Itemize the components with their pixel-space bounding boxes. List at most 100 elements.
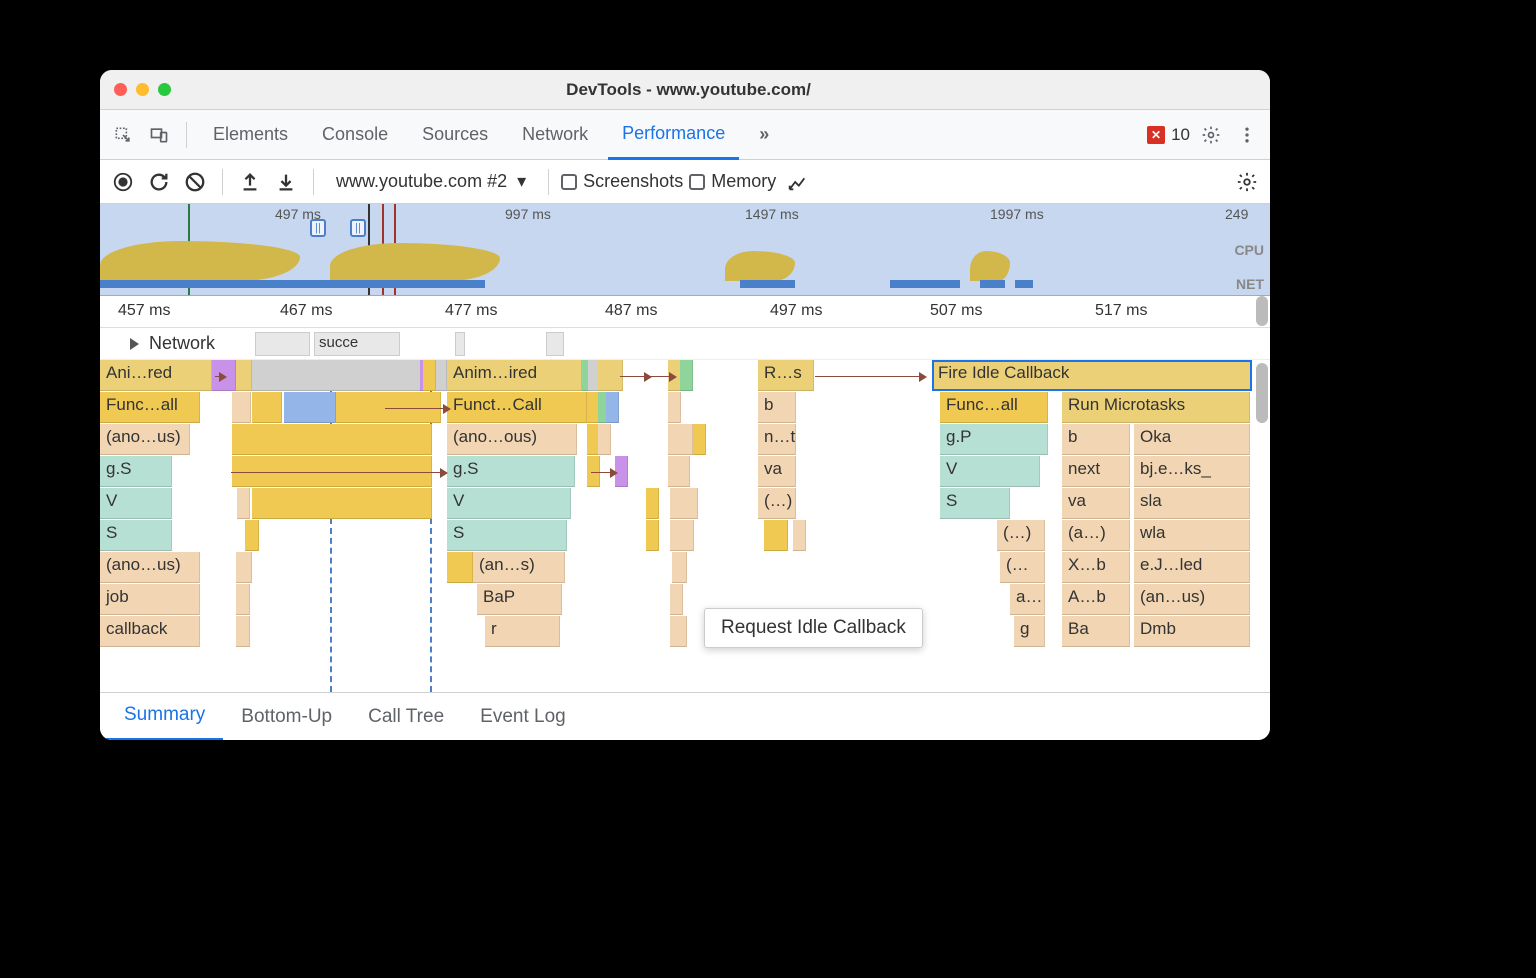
flame-block[interactable] — [237, 488, 250, 519]
memory-checkbox[interactable]: Memory — [689, 171, 776, 192]
network-request[interactable]: succe — [314, 332, 400, 356]
flame-chart[interactable]: Ani…redAnim…iredR…sFire Idle CallbackFun… — [100, 360, 1270, 692]
flame-block[interactable]: Funct…Call — [447, 392, 587, 423]
flame-block[interactable]: Oka — [1134, 424, 1250, 455]
flame-block[interactable] — [670, 584, 683, 615]
upload-icon[interactable] — [235, 167, 265, 197]
flame-block[interactable] — [236, 616, 250, 647]
selection-handle[interactable]: || — [310, 219, 326, 237]
flame-block[interactable] — [668, 456, 690, 487]
flame-block[interactable]: bj.e…ks_ — [1134, 456, 1250, 487]
flame-block[interactable]: g.P — [940, 424, 1048, 455]
flame-block[interactable] — [252, 392, 282, 423]
flame-block[interactable]: (ano…ous) — [447, 424, 577, 455]
flame-block[interactable] — [668, 424, 693, 455]
flame-block[interactable] — [670, 616, 687, 647]
screenshots-checkbox[interactable]: Screenshots — [561, 171, 683, 192]
flame-block[interactable]: (a…) — [1062, 520, 1130, 551]
flame-block[interactable] — [284, 392, 336, 423]
flame-block[interactable]: callback — [100, 616, 200, 647]
detail-tab-event-log[interactable]: Event Log — [462, 693, 584, 741]
flame-block[interactable] — [598, 424, 611, 455]
flame-block[interactable]: wla — [1134, 520, 1250, 551]
device-toggle-icon[interactable] — [144, 120, 174, 150]
flame-block[interactable]: V — [100, 488, 172, 519]
more-icon[interactable] — [1232, 120, 1262, 150]
capture-settings-icon[interactable] — [1232, 167, 1262, 197]
flame-block[interactable] — [245, 520, 259, 551]
flame-block[interactable]: S — [100, 520, 172, 551]
flame-block[interactable]: n…t — [758, 424, 796, 455]
flame-block[interactable]: g — [1014, 616, 1045, 647]
flame-block[interactable]: Dmb — [1134, 616, 1250, 647]
profile-selector[interactable]: www.youtube.com #2 ▾ — [326, 171, 536, 192]
inspect-icon[interactable] — [108, 120, 138, 150]
flame-block[interactable]: (an…s) — [473, 552, 565, 583]
flame-block[interactable]: g.S — [100, 456, 172, 487]
flame-block[interactable]: (…) — [997, 520, 1045, 551]
scrollbar[interactable] — [1256, 296, 1268, 326]
flame-block[interactable]: R…s — [758, 360, 814, 391]
tab-performance[interactable]: Performance — [608, 110, 739, 160]
flame-block[interactable]: (an…us) — [1134, 584, 1250, 615]
collect-garbage-icon[interactable] — [782, 167, 812, 197]
flame-block[interactable]: (ano…us) — [100, 424, 190, 455]
flame-block[interactable] — [670, 520, 694, 551]
flame-block[interactable]: (…) — [758, 488, 796, 519]
flame-block[interactable] — [764, 520, 788, 551]
error-count[interactable]: ✕ 10 — [1147, 125, 1190, 145]
flame-block[interactable]: va — [1062, 488, 1130, 519]
flame-block[interactable]: V — [940, 456, 1040, 487]
flame-block[interactable] — [423, 360, 436, 391]
flame-block[interactable] — [670, 488, 698, 519]
flame-block[interactable]: A…b — [1062, 584, 1130, 615]
flame-block[interactable]: S — [447, 520, 567, 551]
flame-block[interactable] — [232, 424, 432, 455]
tab-sources[interactable]: Sources — [408, 110, 502, 160]
flame-block[interactable]: (ano…us) — [100, 552, 200, 583]
flame-block[interactable]: Func…all — [940, 392, 1048, 423]
flame-block[interactable] — [447, 552, 473, 583]
flame-block[interactable]: g.S — [447, 456, 575, 487]
flame-block[interactable] — [680, 360, 693, 391]
flame-block[interactable]: X…b — [1062, 552, 1130, 583]
flame-block[interactable] — [232, 392, 251, 423]
overflow-tabs[interactable]: » — [745, 110, 783, 160]
flame-block[interactable] — [236, 584, 250, 615]
network-request[interactable] — [455, 332, 465, 356]
flame-block[interactable] — [793, 520, 806, 551]
flame-block[interactable]: Func…all — [100, 392, 200, 423]
flame-block[interactable]: S — [940, 488, 1010, 519]
flame-block[interactable] — [672, 552, 687, 583]
download-icon[interactable] — [271, 167, 301, 197]
network-row[interactable]: Network succe — [100, 328, 1270, 360]
flame-block[interactable] — [693, 424, 706, 455]
detail-tab-call-tree[interactable]: Call Tree — [350, 693, 462, 741]
flame-block[interactable]: (… — [1000, 552, 1045, 583]
flame-block[interactable]: Run Microtasks — [1062, 392, 1250, 423]
tab-elements[interactable]: Elements — [199, 110, 302, 160]
tab-network[interactable]: Network — [508, 110, 602, 160]
flame-block[interactable]: V — [447, 488, 571, 519]
flame-block[interactable]: va — [758, 456, 796, 487]
flame-block[interactable] — [606, 392, 619, 423]
flame-block[interactable]: b — [758, 392, 796, 423]
flame-block[interactable]: BaP — [477, 584, 562, 615]
flame-block[interactable]: a… — [1010, 584, 1045, 615]
flame-block[interactable]: Ba — [1062, 616, 1130, 647]
clear-icon[interactable] — [180, 167, 210, 197]
flame-block[interactable] — [668, 392, 681, 423]
flame-block[interactable] — [646, 488, 659, 519]
flame-block[interactable]: e.J…led — [1134, 552, 1250, 583]
flame-block[interactable]: Fire Idle Callback — [932, 360, 1252, 391]
flame-block[interactable]: Ani…red — [100, 360, 212, 391]
expand-icon[interactable] — [130, 338, 139, 350]
detail-ruler[interactable]: 457 ms467 ms477 ms487 ms497 ms507 ms517 … — [100, 296, 1270, 328]
flame-block[interactable]: next — [1062, 456, 1130, 487]
flame-block[interactable] — [236, 360, 252, 391]
flame-block[interactable] — [252, 488, 432, 519]
detail-tab-bottom-up[interactable]: Bottom-Up — [223, 693, 350, 741]
scrollbar[interactable] — [1256, 363, 1268, 423]
tab-console[interactable]: Console — [308, 110, 402, 160]
network-request[interactable] — [255, 332, 310, 356]
